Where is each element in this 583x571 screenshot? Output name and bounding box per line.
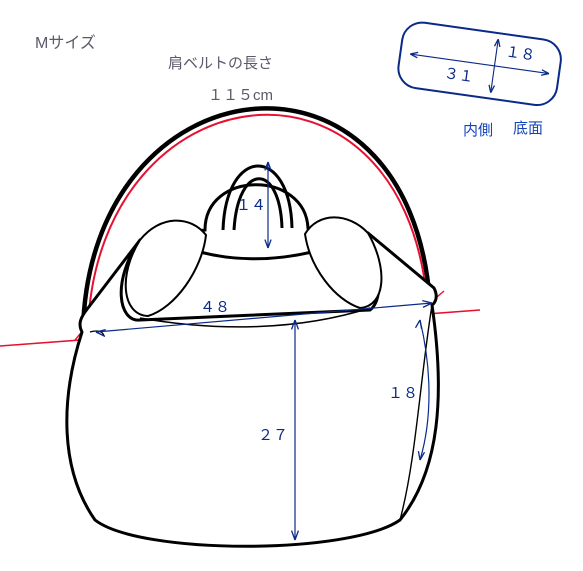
title-label: Mサイズ bbox=[35, 34, 96, 52]
inset-label-inside: 内側 bbox=[463, 122, 493, 139]
strap-label: 肩ベルトの長さ bbox=[168, 55, 273, 72]
strap-length: １１５cm bbox=[208, 87, 273, 104]
bag-body bbox=[67, 166, 439, 546]
measure-side: １８ bbox=[388, 385, 418, 402]
bag-top bbox=[186, 185, 327, 259]
bag-flap-right bbox=[305, 217, 381, 308]
inset-bottom-panel: １８３１ bbox=[396, 20, 564, 108]
measure-width: ４８ bbox=[200, 299, 230, 316]
measure-handle: １４ bbox=[236, 197, 266, 214]
inset-label-bottom: 底面 bbox=[513, 120, 543, 137]
bag-flap-left bbox=[126, 221, 206, 316]
measure-height: ２７ bbox=[258, 427, 288, 444]
bag-outline bbox=[67, 233, 439, 546]
